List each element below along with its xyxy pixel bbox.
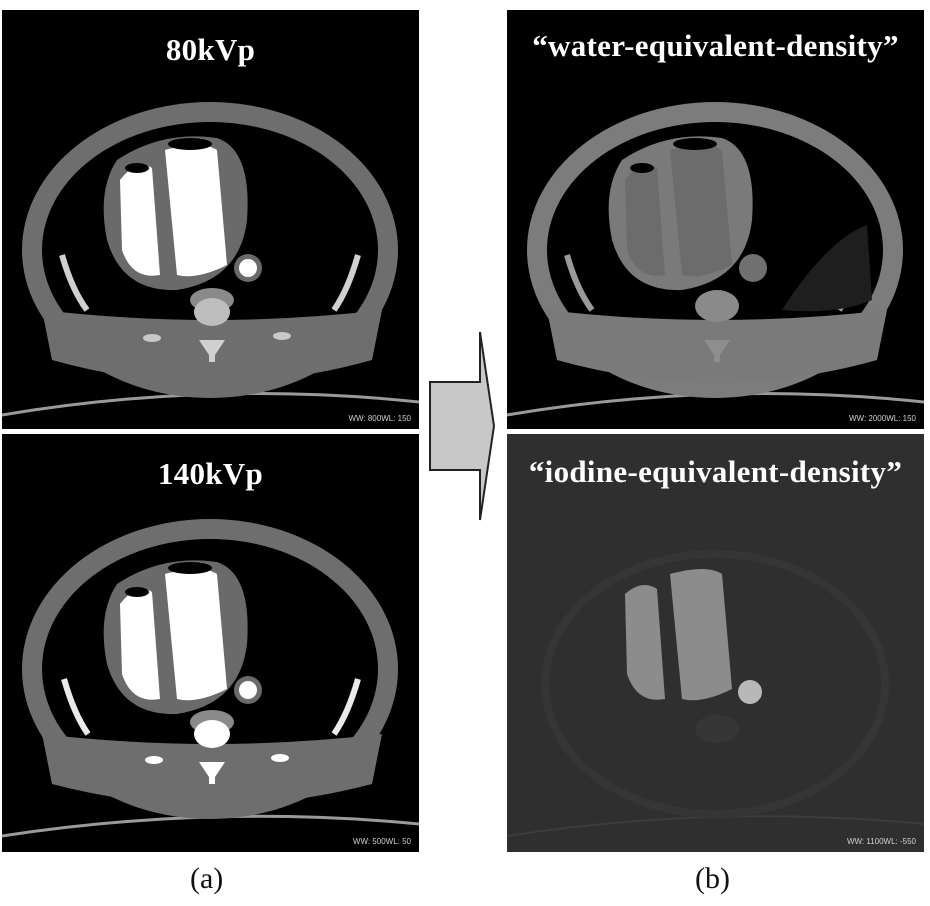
- panel-title-80kvp: 80kVp: [165, 32, 256, 67]
- caption-a: (a): [190, 862, 224, 895]
- ct-slice-80kvp: [2, 102, 419, 417]
- ct-slice-140kvp: [2, 519, 419, 838]
- window-level-iodine: WW: 1100WL: -550: [846, 837, 916, 846]
- ct-panel-80kvp: 80kVp WW: 800WL: 150: [2, 10, 419, 429]
- ct-panel-iodine-density: “iodine-equivalent-density” WW: 1100WL: …: [507, 434, 924, 852]
- window-level-140kvp: WW: 500WL: 50: [352, 837, 411, 846]
- panel-title-iodine: “iodine-equivalent-density”: [528, 454, 903, 489]
- ct-panel-140kvp: 140kVp WW: 500WL: 50: [2, 434, 419, 852]
- arrow-right-icon: [429, 331, 496, 521]
- ct-slice-iodine-density: [507, 550, 924, 837]
- panel-title-140kvp: 140kVp: [157, 456, 264, 491]
- ct-panel-water-density: “water-equivalent-density” WW: 2000WL: 1…: [507, 10, 924, 429]
- window-level-80kvp: WW: 800WL: 150: [348, 414, 411, 423]
- panel-title-water: “water-equivalent-density”: [532, 28, 899, 63]
- caption-b: (b): [695, 862, 730, 895]
- ct-slice-water-density: [507, 102, 924, 417]
- window-level-water: WW: 2000WL: 150: [849, 414, 916, 423]
